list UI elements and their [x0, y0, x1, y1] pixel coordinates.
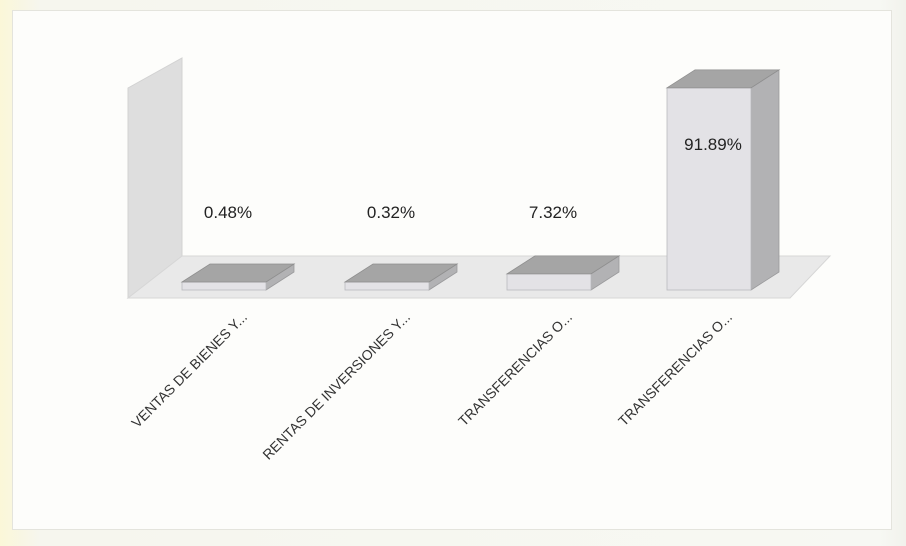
bar-3 [505, 255, 621, 291]
category-label: TRANSFERENCIAS O... [455, 309, 575, 429]
data-label: 91.89% [684, 135, 742, 154]
bar-4 [665, 69, 781, 291]
bar-front-face [344, 281, 430, 291]
bar-top-face [505, 255, 621, 275]
data-label: 0.32% [367, 203, 415, 222]
category-label: RENTAS DE INVERSIONES Y... [259, 309, 413, 463]
chart-floor [126, 255, 832, 299]
bar-2 [343, 263, 459, 291]
bar-front-face [506, 273, 592, 291]
bar-top-face [343, 263, 459, 283]
category-label: VENTAS DE BIENES Y... [128, 309, 250, 431]
data-label: 7.32% [529, 203, 577, 222]
bar-1 [180, 263, 296, 291]
bar-front-face [181, 281, 267, 291]
bar-top-face [180, 263, 296, 283]
bar-top-face [665, 69, 781, 89]
data-label: 0.48% [204, 203, 252, 222]
bar-front-face [666, 87, 752, 291]
bar-side-face [750, 69, 780, 291]
category-label: TRANSFERENCIAS O... [615, 309, 735, 429]
